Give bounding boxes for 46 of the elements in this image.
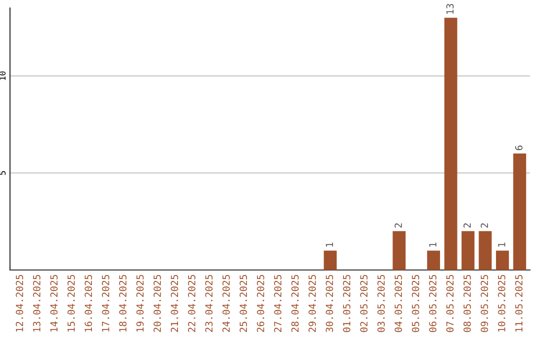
x-tick-label: 03.05.2025: [377, 274, 385, 332]
x-tick-label: 08.05.2025: [464, 274, 471, 332]
x-tick-label: 26.04.2025: [256, 274, 264, 332]
x-tick-label: 17.04.2025: [102, 274, 110, 332]
data-label: 2: [394, 223, 402, 228]
x-tick-label: 10.05.2025: [498, 274, 506, 332]
bar: [462, 231, 474, 270]
bar: [427, 250, 440, 270]
x-tick-label: 14.04.2025: [50, 274, 58, 332]
x-tick-label: 01.05.2025: [342, 274, 350, 332]
x-tick-label: 02.05.2025: [360, 274, 368, 332]
x-tick-label: 12.04.2025: [16, 274, 24, 332]
x-tick-label: 20.04.2025: [154, 274, 161, 332]
x-tick-label: 22.04.2025: [188, 274, 196, 332]
data-label: 1: [326, 242, 333, 247]
x-tick-label: 06.05.2025: [429, 274, 436, 332]
bar: [444, 18, 458, 270]
x-tick-label: 19.04.2025: [136, 274, 144, 332]
x-tick-label: 23.04.2025: [205, 274, 213, 332]
bar: [392, 231, 406, 270]
bar: [478, 231, 492, 270]
data-label: 1: [498, 242, 506, 247]
x-tick-label: 21.04.2025: [170, 274, 178, 332]
data-label: 2: [480, 223, 488, 228]
x-tick-label: 07.05.2025: [446, 274, 454, 332]
data-label: 13: [446, 4, 454, 14]
bar: [513, 154, 526, 270]
x-tick-label: 11.05.2025: [515, 274, 523, 332]
x-tick-label: 18.04.2025: [119, 274, 126, 332]
bar: [496, 250, 509, 270]
x-tick-label: 13.04.2025: [33, 274, 40, 332]
x-tick-label: 09.05.2025: [480, 274, 488, 332]
x-tick-label: 15.04.2025: [67, 274, 75, 332]
bar: [324, 250, 337, 270]
data-label: 1: [429, 242, 436, 247]
x-tick-label: 30.04.2025: [326, 274, 334, 332]
x-tick-label: 28.04.2025: [291, 274, 299, 332]
x-tick-label: 25.04.2025: [240, 274, 248, 332]
x-tick-label: 05.05.2025: [412, 274, 420, 332]
x-tick-label: 24.04.2025: [222, 274, 230, 332]
x-tick-label: 29.04.2025: [308, 274, 316, 332]
x-tick-label: 27.04.2025: [274, 274, 282, 332]
x-tick-label: 16.04.2025: [84, 274, 92, 332]
data-label: 2: [464, 223, 471, 228]
data-label: 6: [515, 146, 523, 150]
x-tick-label: 04.05.2025: [394, 274, 402, 332]
